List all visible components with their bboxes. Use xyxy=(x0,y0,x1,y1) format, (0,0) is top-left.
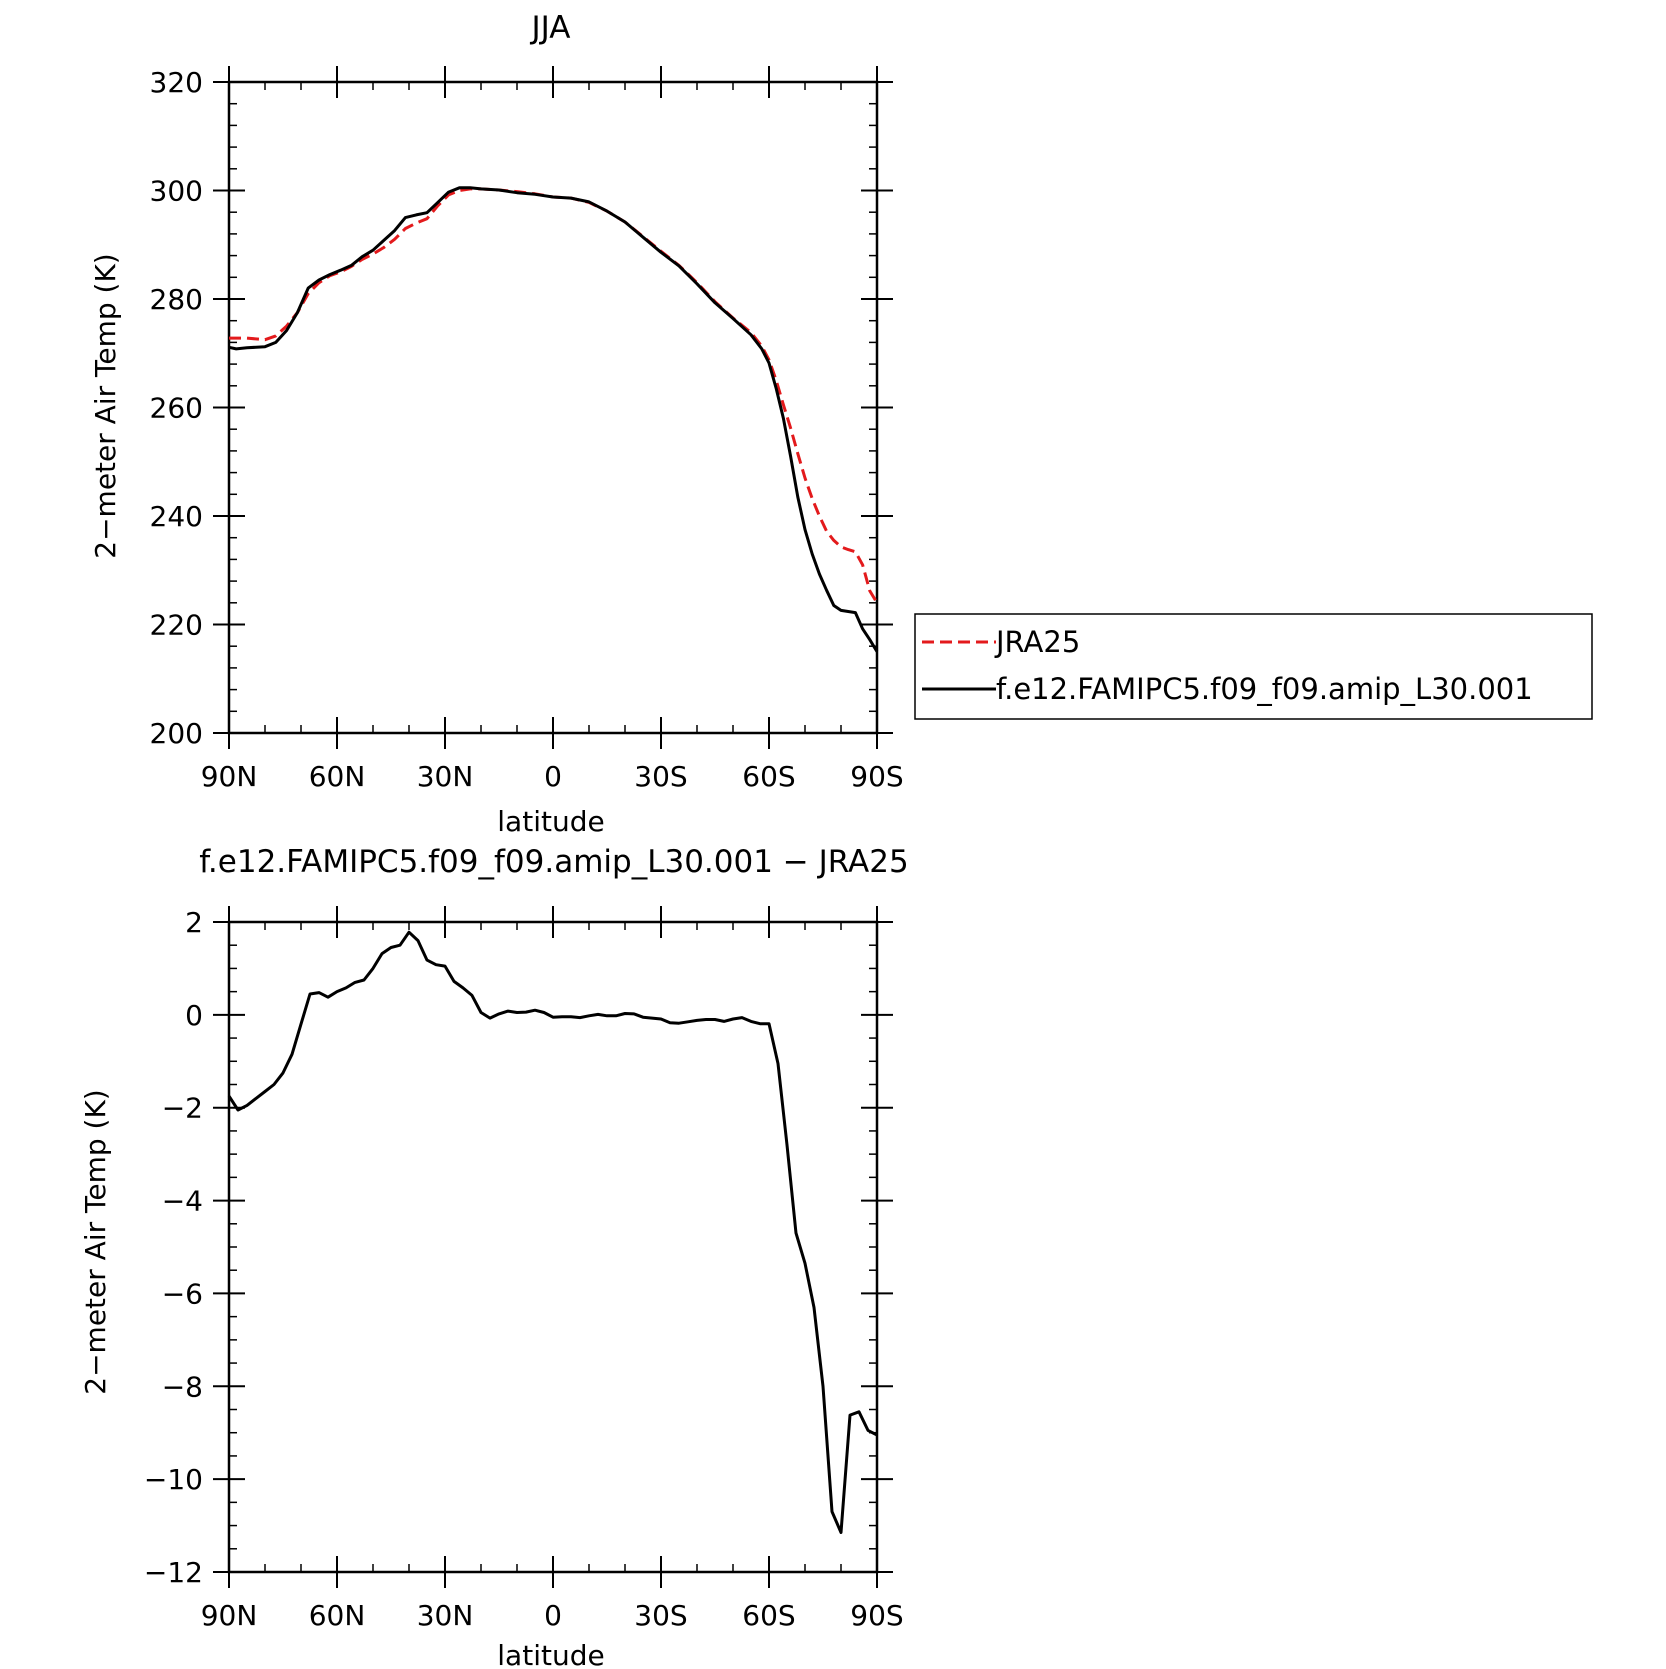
top-x-tick-label: 30S xyxy=(634,760,687,793)
top-chart-title: JJA xyxy=(530,10,571,46)
top-y-tick-label: 200 xyxy=(150,717,203,750)
bottom-x-tick-label: 90S xyxy=(850,1599,903,1632)
top-y-tick-label: 260 xyxy=(150,392,203,425)
bottom-axes: −12 −10 −8 −6 −4 −2 0 2 90N 60N 30N 0 30S 60S 90S xyxy=(144,906,904,1632)
top-y-tick-label: 220 xyxy=(150,609,203,642)
bottom-y-tick-label: −2 xyxy=(162,1092,203,1125)
legend: JRA25 f.e12.FAMIPC5.f09_f09.amip_L30.001 xyxy=(914,613,1593,720)
legend-label-jra25: JRA25 xyxy=(994,625,1080,659)
bottom-y-tick-label: −6 xyxy=(162,1277,203,1310)
top-x-tick-label: 30N xyxy=(417,760,474,793)
top-y-axis-label: 2−meter Air Temp (K) xyxy=(89,253,122,558)
bottom-x-tick-label: 0 xyxy=(544,1599,562,1632)
bottom-plot-frame xyxy=(227,920,879,1574)
bottom-x-axis-label: latitude xyxy=(497,1639,604,1669)
top-x-axis-label: latitude xyxy=(497,805,604,838)
top-x-tick-label: 60S xyxy=(742,760,795,793)
bottom-y-tick-label: 2 xyxy=(185,906,203,939)
top-x-tick-label: 0 xyxy=(544,760,562,793)
legend-label-model: f.e12.FAMIPC5.f09_f09.amip_L30.001 xyxy=(996,672,1533,706)
bottom-x-tick-label: 60N xyxy=(309,1599,366,1632)
top-x-tick-label: 90N xyxy=(201,760,258,793)
bottom-y-tick-label: 0 xyxy=(185,999,203,1032)
top-series-line-model xyxy=(228,186,879,653)
top-y-tick-label: 240 xyxy=(150,500,203,533)
bottom-x-tick-label: 30N xyxy=(417,1599,474,1632)
bottom-series-layer xyxy=(227,930,878,1534)
bottom-y-axis-label: 2−meter Air Temp (K) xyxy=(79,1089,112,1394)
top-panel: JJA 200 220 240 260 280 300 320 90N 60N 30N 0 30S 60… xyxy=(89,10,904,838)
bottom-y-tick-label: −10 xyxy=(144,1463,203,1496)
top-series-line-jra25 xyxy=(229,187,879,604)
bottom-series-line-model xyxy=(227,930,878,1534)
bottom-x-tick-label: 90N xyxy=(201,1599,258,1632)
bottom-chart-title: f.e12.FAMIPC5.f09_f09.amip_L30.001 − JRA… xyxy=(199,844,908,880)
bottom-y-tick-label: −12 xyxy=(144,1556,203,1589)
bottom-x-tick-label: 30S xyxy=(634,1599,687,1632)
top-x-tick-label: 60N xyxy=(309,760,366,793)
legend-box xyxy=(914,613,1593,720)
top-y-tick-label: 300 xyxy=(150,175,203,208)
bottom-x-tick-label: 60S xyxy=(742,1599,795,1632)
bottom-panel: f.e12.FAMIPC5.f09_f09.amip_L30.001 − JRA… xyxy=(79,844,909,1669)
top-axes: 200 220 240 260 280 300 320 90N 60N 30N 0 30S 60S 90S xyxy=(150,66,904,793)
top-y-tick-label: 280 xyxy=(150,283,203,316)
top-y-tick-label: 320 xyxy=(150,66,203,99)
bottom-y-tick-label: −8 xyxy=(162,1370,203,1403)
top-x-tick-label: 90S xyxy=(850,760,903,793)
top-series-layer xyxy=(228,186,879,653)
bottom-y-tick-label: −4 xyxy=(162,1185,203,1218)
